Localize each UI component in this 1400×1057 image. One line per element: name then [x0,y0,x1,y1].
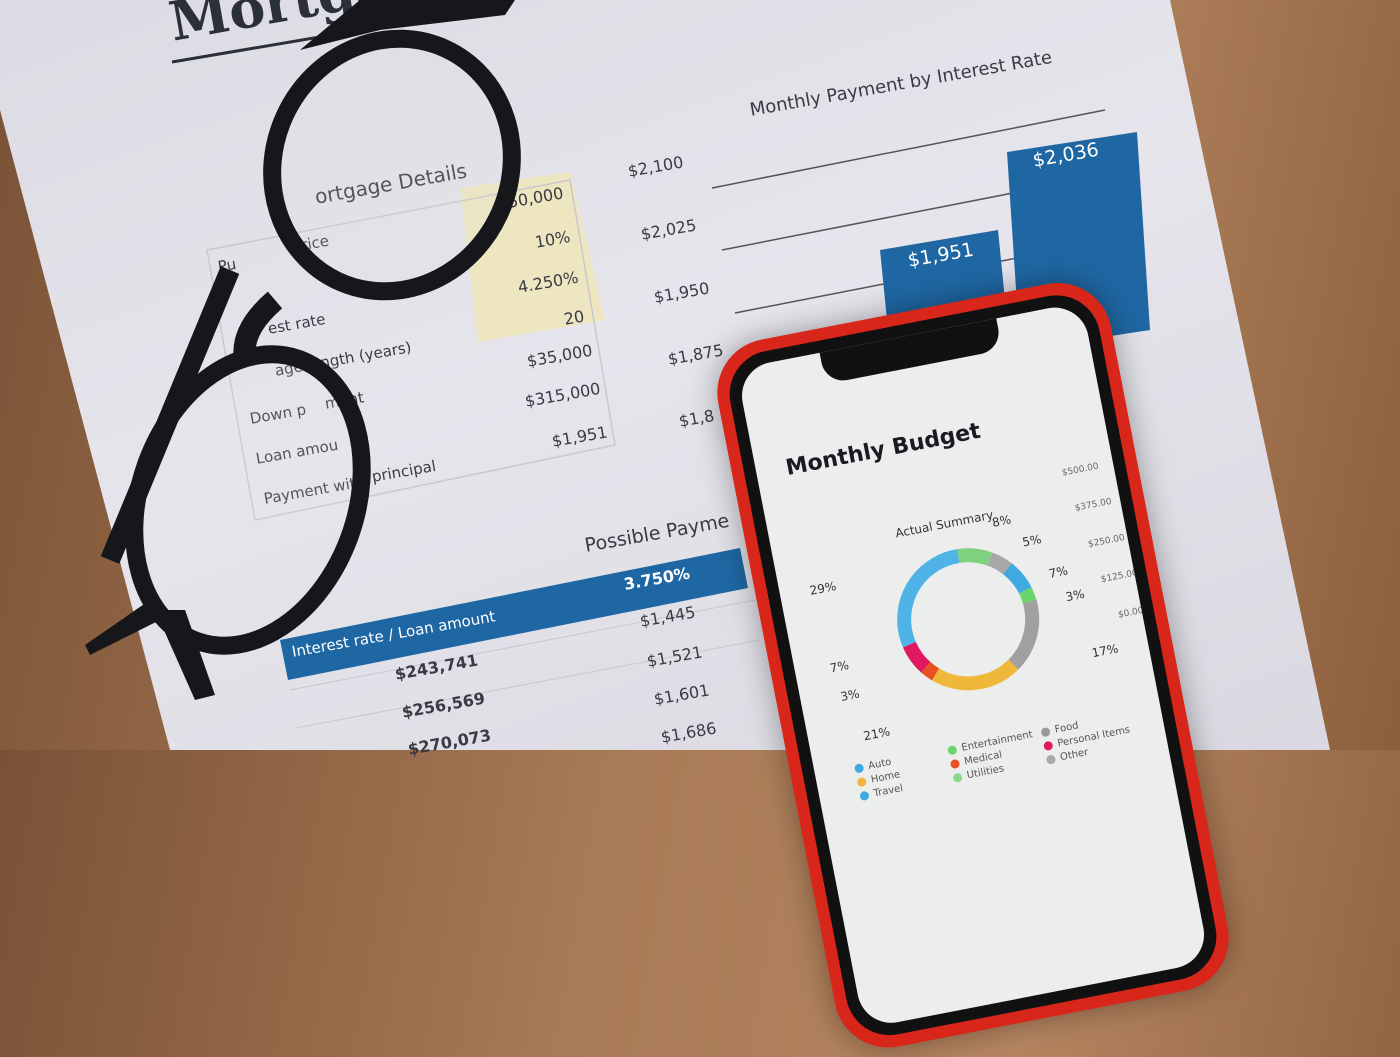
smartphone: Monthly Budget Actual Summary 8% 5% 7% 3… [708,273,1239,1057]
glasses-hinge [85,600,160,655]
donut-segment [897,548,1040,691]
eyeglasses [85,0,521,700]
payments-header-band [280,548,748,680]
legend-swatch [1040,726,1051,738]
phone-screen[interactable]: Monthly Budget Actual Summary 8% 5% 7% 3… [736,301,1210,1029]
donut-segment [897,548,1040,691]
row-divider [289,599,756,691]
legend-swatch [856,776,868,788]
details-table-border [206,179,616,521]
donut-segment [897,548,1040,691]
glasses-lens-upper [263,29,521,301]
glasses-frame-side [100,266,240,564]
donut-segment [897,548,1040,691]
glasses-temple-upper [300,0,515,50]
donut-segment [897,548,1040,691]
glasses-temple-lower [155,610,215,700]
gridline [711,109,1106,189]
legend-swatch [949,758,961,770]
legend-swatch [947,744,958,756]
donut-segment [897,548,1040,691]
legend-swatch [952,772,963,783]
donut-segment [897,548,1040,691]
donut-chart [897,548,1040,691]
legend-swatch [1045,754,1057,765]
row-divider [295,639,761,729]
phone-bezel: Monthly Budget Actual Summary 8% 5% 7% 3… [722,287,1224,1043]
glasses-bridge [233,291,283,362]
donut-segment [897,548,1040,691]
legend-swatch [853,763,865,774]
donut-segment [897,548,1040,691]
legend-swatch [859,790,870,802]
